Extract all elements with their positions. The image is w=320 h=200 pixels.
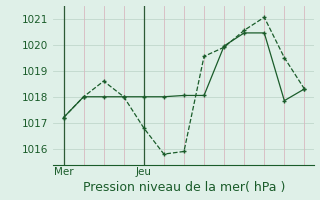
X-axis label: Pression niveau de la mer( hPa ): Pression niveau de la mer( hPa ) — [83, 181, 285, 194]
